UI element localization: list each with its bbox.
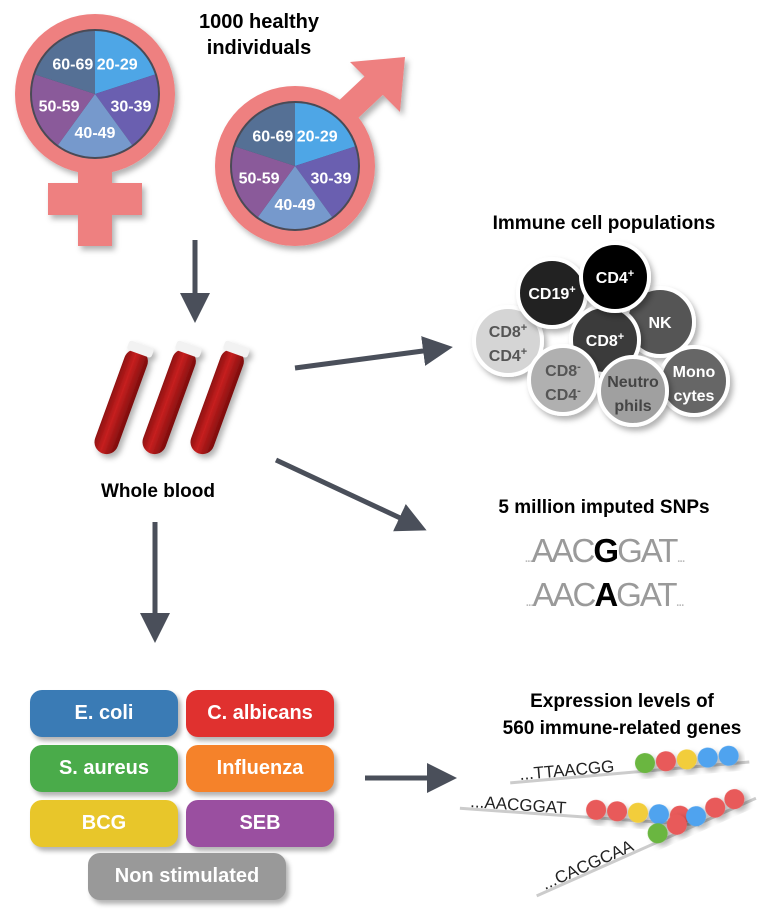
expression-dot-blue (718, 745, 739, 766)
snp-sequence-2: ...AACAGAT... (525, 576, 683, 613)
snp-sequence-1: ...AACGGAT... (524, 532, 684, 569)
expression-dot-yellow (676, 749, 697, 770)
male-age-pie: 20-29 30-39 40-49 50-59 60-69 (230, 101, 360, 231)
cell-label: CD8+ (489, 322, 527, 341)
female-pie-slice-label: 50-59 (39, 99, 80, 116)
expression-dot-blue (686, 806, 707, 827)
cell-cd8cd4: CD8+ CD4+ (472, 305, 544, 377)
cell-label: CD19+ (528, 284, 575, 303)
stimulus-label: E. coli (74, 702, 134, 724)
cohort-title-line2: individuals (207, 37, 311, 59)
expression-title-line1: Expression levels of (530, 691, 714, 712)
stimulus-seb: SEB (186, 800, 334, 847)
female-pie-slice-20-29 (95, 31, 155, 94)
cell-nk: NK (624, 286, 696, 358)
expression-dot-red (655, 751, 676, 772)
female-pie-slice-50-59 (31, 74, 95, 145)
male-pie-slice-label: 50-59 (239, 171, 280, 188)
expression-dot-green (647, 823, 668, 844)
arrow-to-cells (294, 336, 453, 371)
immune-cell-cluster: CD8+ CD4+ CD19+ NK CD8+ CD8- CD4- Mono cytes Neut… (472, 241, 730, 427)
cell-label: CD4+ (596, 268, 634, 287)
expression-dot-red (586, 799, 607, 820)
male-pie-slice-label: 20-29 (297, 128, 338, 145)
cell-label: NK (648, 315, 672, 332)
expression-dot-red (666, 814, 687, 835)
cell-label: cytes (674, 388, 715, 405)
cell-label: Mono (673, 364, 716, 381)
stimulus-bcg: BCG (30, 800, 178, 847)
snps-title: 5 million imputed SNPs (498, 497, 709, 518)
male-pie-slice-20-29 (295, 103, 355, 166)
expression-dot-yellow (628, 802, 649, 823)
female-pie-slice-label: 20-29 (97, 56, 138, 73)
read-sequence: ...TTAACGG (519, 757, 615, 784)
cell-cd4: CD4+ (579, 241, 651, 313)
expression-dot-red (607, 801, 628, 822)
expression-dot-red (705, 797, 726, 818)
stimulus-non-stimulated: Non stimulated (88, 853, 286, 900)
male-pie-slice-60-69 (235, 103, 295, 166)
stimulus-label: C. albicans (207, 702, 313, 724)
blood-tubes-icon (94, 340, 250, 455)
cohort-title-line1: 1000 healthy (199, 11, 320, 33)
stimulus-influenza: Influenza (186, 745, 334, 792)
stimulus-e-coli: E. coli (30, 690, 178, 737)
cell-neutrophils: Neutro phils (597, 355, 669, 427)
female-pie-slice-label: 60-69 (52, 56, 93, 73)
stimulus-label: BCG (81, 812, 127, 834)
cell-label: CD8- (545, 361, 581, 380)
gene-read-2: ...AACGGAT (459, 792, 700, 827)
stimulus-label: SEB (239, 812, 281, 834)
expression-dot-blue (648, 804, 669, 825)
male-pie-slice-label: 40-49 (275, 197, 316, 214)
cell-label: CD8+ (586, 331, 624, 350)
female-pie-slice-label: 30-39 (110, 99, 151, 116)
cell-cd8cd4: CD8- CD4- (527, 344, 599, 416)
cell-cd19: CD19+ (516, 257, 588, 329)
read-sequence: ...CACGCAA (539, 836, 637, 894)
stimulus-label: S. aureus (58, 757, 150, 779)
snp-sequences: ...AACGGAT... ...AACAGAT... (524, 532, 686, 613)
cell-label: phils (614, 398, 651, 415)
read-sequence: ...AACGGAT (470, 792, 567, 818)
expression-title-line2: 560 immune-related genes (503, 718, 742, 739)
male-pie-slice-30-39 (295, 146, 358, 217)
flow-arrows (140, 240, 457, 793)
expression-dot-blue (697, 747, 718, 768)
female-pie-slice-30-39 (95, 74, 158, 145)
female-pie-slice-label: 40-49 (75, 125, 116, 142)
female-pie-slice-60-69 (35, 31, 95, 94)
female-pie-slice-40-49 (57, 94, 133, 157)
male-pie-slice-label: 60-69 (252, 128, 293, 145)
cell-label: CD4- (545, 385, 581, 404)
gene-reads: ...TTAACGG ...AACGGAT ...CACGCAA (459, 745, 757, 898)
cell-label: CD4+ (489, 346, 527, 365)
stimulus-label: Influenza (216, 757, 304, 779)
gene-read-1: ...TTAACGG (510, 745, 750, 785)
cell-monocytes: Mono cytes (658, 345, 730, 417)
stimulus-c-albicans: C. albicans (186, 690, 334, 737)
stimulus-label: Non stimulated (114, 865, 260, 887)
arrow-to-snps (274, 457, 427, 532)
stimulus-s-aureus: S. aureus (30, 745, 178, 792)
male-pie-slice-label: 30-39 (310, 171, 351, 188)
male-pie-slice-50-59 (232, 146, 295, 217)
female-age-pie: 20-29 30-39 40-49 50-59 60-69 (30, 29, 160, 159)
male-pie-slice-40-49 (257, 166, 333, 229)
immune-title: Immune cell populations (493, 213, 716, 234)
expression-dot-red (724, 789, 745, 810)
cell-label: Neutro (607, 374, 659, 391)
expression-dot-green (634, 753, 655, 774)
whole-blood-label: Whole blood (101, 481, 215, 502)
